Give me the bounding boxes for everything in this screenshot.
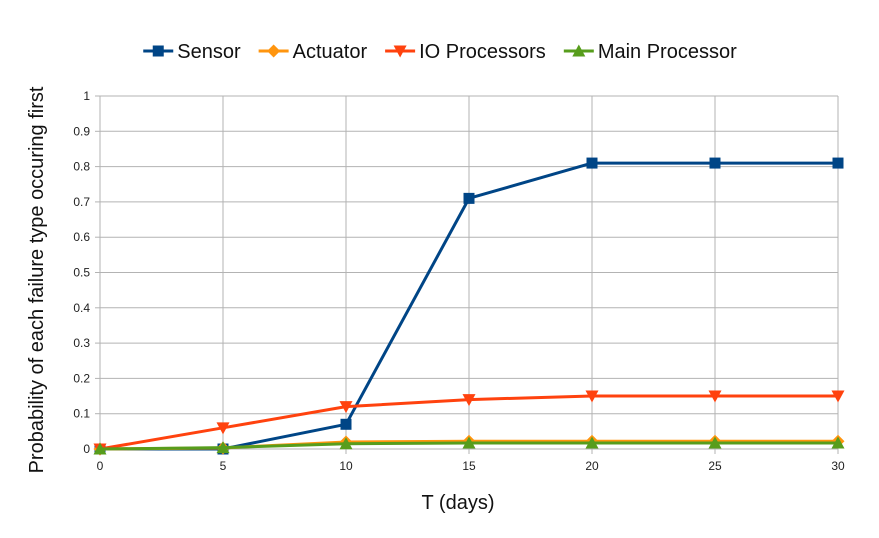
series-io-processors <box>93 390 845 456</box>
data-point-sensor <box>463 192 475 204</box>
legend-marker <box>393 45 407 58</box>
series-main-processor <box>93 436 845 455</box>
legend-item-io-processors: IO Processors <box>385 41 546 63</box>
y-tick-label: 0.2 <box>73 371 90 385</box>
x-tick-label: 5 <box>220 459 227 473</box>
legend-marker <box>572 44 586 57</box>
y-tick-label: 0.7 <box>73 195 90 209</box>
data-point-sensor <box>586 157 598 169</box>
data-point-main-processor <box>708 436 722 449</box>
data-point-main-processor <box>585 436 599 449</box>
legend-label: Sensor <box>177 41 241 63</box>
y-tick-label: 0.3 <box>73 336 90 350</box>
data-point-io-processors <box>462 394 476 407</box>
plot-area <box>93 157 845 456</box>
y-tick-label: 0 <box>83 442 90 456</box>
y-tick-label: 0.8 <box>73 160 90 174</box>
y-tick-label: 0.1 <box>73 407 90 421</box>
data-point-io-processors <box>216 422 230 435</box>
legend-item-main-processor: Main Processor <box>563 41 737 63</box>
x-tick-label: 30 <box>831 459 845 473</box>
x-axis-ticks: 0 5 10 15 20 25 30 <box>97 459 845 473</box>
x-tick-label: 15 <box>462 459 476 473</box>
x-tick-label: 0 <box>97 459 104 473</box>
data-point-sensor <box>340 418 352 430</box>
legend-label: Main Processor <box>598 41 737 63</box>
data-point-sensor <box>832 157 844 169</box>
data-point-io-processors <box>585 390 599 403</box>
y-tick-label: 0.6 <box>73 230 90 244</box>
data-point-io-processors <box>831 390 845 403</box>
data-point-main-processor <box>462 436 476 449</box>
y-tick-label: 0.9 <box>73 124 90 138</box>
legend-label: IO Processors <box>419 41 546 63</box>
x-tick-label: 20 <box>585 459 599 473</box>
y-axis-title: Probability of each failure type occurin… <box>26 86 48 473</box>
data-point-sensor <box>709 157 721 169</box>
y-tick-label: 1 <box>83 89 90 103</box>
legend: Sensor Actuator IO Processors Main Processo… <box>143 41 737 63</box>
x-tick-label: 25 <box>708 459 722 473</box>
legend-label: Actuator <box>293 41 368 63</box>
data-point-main-processor <box>831 436 845 449</box>
data-point-io-processors <box>339 401 353 414</box>
y-axis-ticks: 0 0.1 0.2 0.3 0.4 0.5 0.6 0.7 0.8 0.9 1 <box>73 89 90 456</box>
legend-marker <box>152 45 164 57</box>
data-point-main-processor <box>339 437 353 450</box>
x-axis-title: T (days) <box>422 492 495 514</box>
legend-item-sensor: Sensor <box>143 41 241 63</box>
data-point-main-processor <box>93 442 107 455</box>
data-point-main-processor <box>216 441 230 454</box>
y-tick-label: 0.5 <box>73 266 90 280</box>
legend-marker <box>267 44 281 58</box>
legend-item-actuator: Actuator <box>258 41 368 63</box>
data-point-io-processors <box>708 390 722 403</box>
y-tick-label: 0.4 <box>73 301 90 315</box>
x-tick-label: 10 <box>339 459 353 473</box>
